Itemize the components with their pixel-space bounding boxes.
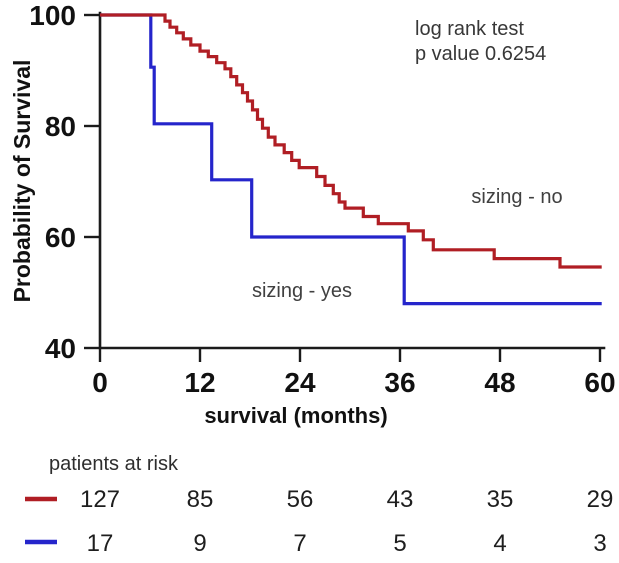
- at-risk-title: patients at risk: [49, 453, 179, 475]
- y-axis-title: Probability of Survival: [9, 60, 35, 303]
- series-label-sizing-yes: sizing - yes: [252, 280, 352, 302]
- y-axis-ticks: 100 80 60 40: [29, 0, 100, 364]
- x-tick-label: 12: [184, 367, 215, 398]
- y-tick-label: 60: [45, 222, 76, 253]
- x-tick-label: 60: [584, 367, 615, 398]
- logrank-annotation-line2: p value 0.6254: [415, 43, 546, 65]
- x-tick-label: 24: [284, 367, 316, 398]
- at-risk-count: 9: [193, 530, 206, 557]
- series-label-sizing-no: sizing - no: [471, 186, 562, 208]
- y-tick-label: 40: [45, 333, 76, 364]
- at-risk-count: 7: [293, 530, 306, 557]
- curve-sizing-yes: [100, 13, 602, 306]
- x-tick-label: 36: [384, 367, 415, 398]
- curve-sizing-no: [100, 13, 602, 269]
- at-risk-count: 43: [387, 486, 414, 513]
- at-risk-count: 56: [287, 486, 314, 513]
- at-risk-count: 4: [493, 530, 506, 557]
- y-tick-label: 80: [45, 111, 76, 142]
- x-axis-title: survival (months): [204, 403, 387, 428]
- x-axis-ticks: 0 12 24 36 48 60: [92, 348, 616, 398]
- at-risk-count: 17: [87, 530, 114, 557]
- x-tick-label: 0: [92, 367, 108, 398]
- at-risk-count: 3: [593, 530, 606, 557]
- at-risk-count: 85: [187, 486, 214, 513]
- logrank-annotation-line1: log rank test: [415, 18, 524, 40]
- at-risk-count: 127: [80, 486, 120, 513]
- y-tick-label: 100: [29, 0, 76, 31]
- x-tick-label: 48: [484, 367, 515, 398]
- at-risk-count: 5: [393, 530, 406, 557]
- at-risk-count: 29: [587, 486, 614, 513]
- at-risk-count: 35: [487, 486, 514, 513]
